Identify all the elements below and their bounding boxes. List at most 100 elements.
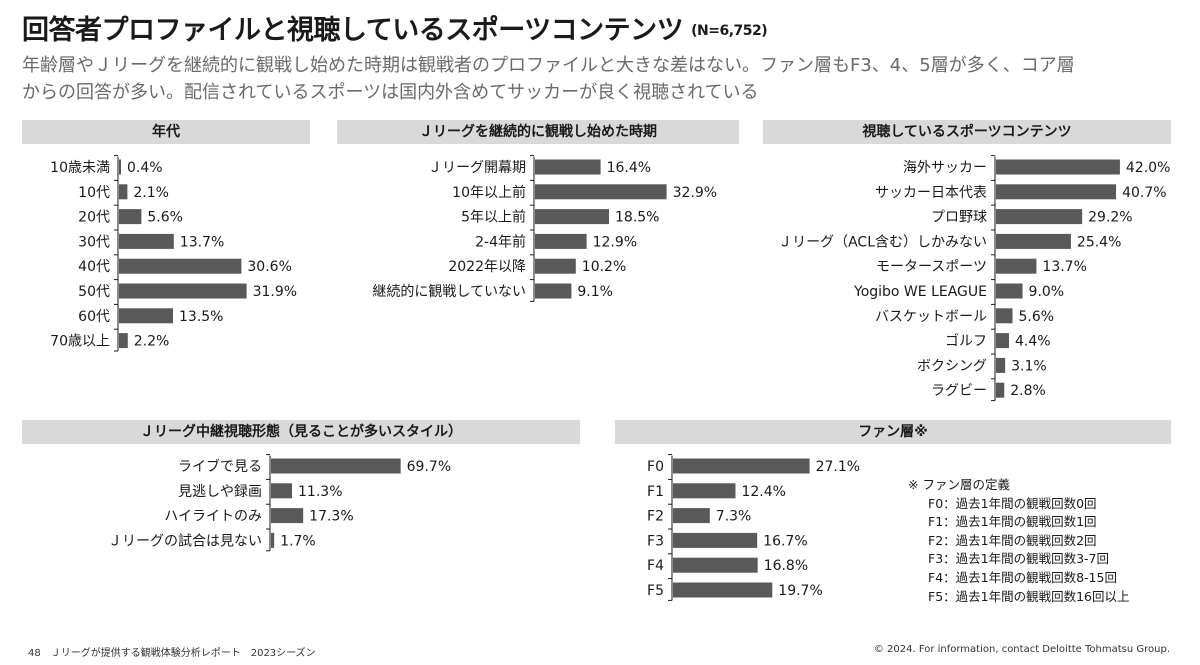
data-label: 42.0%	[1126, 160, 1170, 176]
category-label: サッカー日本代表	[875, 185, 987, 201]
category-label: F4	[647, 558, 664, 574]
category-label: 10年以上前	[452, 184, 526, 201]
data-label: 1.7%	[280, 533, 316, 549]
bar	[271, 532, 275, 548]
panel-header-sports: 視聴しているスポーツコンテンツ	[763, 120, 1171, 144]
category-label: F3	[647, 533, 664, 549]
data-label: 2.1%	[133, 185, 169, 201]
category-label: F0	[647, 459, 664, 475]
category-label: F1	[647, 484, 664, 500]
bar	[996, 258, 1037, 274]
category-label: 20代	[78, 210, 110, 226]
category-label: 10歳未満	[50, 160, 110, 176]
data-label: 18.5%	[615, 210, 659, 226]
bar	[996, 357, 1006, 373]
bar	[996, 233, 1071, 249]
category-label: 海外サッカー	[903, 160, 987, 176]
data-label: 16.8%	[764, 558, 808, 574]
data-label: 16.4%	[607, 160, 651, 176]
bar	[996, 159, 1120, 175]
fan-definition-item: F4：過去1年間の観戦回数8-15回	[928, 569, 1117, 585]
chart-sports: 海外サッカー 42.0% サッカー日本代表 40.7% プロ野球 29.2% Ｊリーグ（AC…	[778, 155, 1170, 402]
panel-header-style: Ｊリーグ中継視聴形態（見ることが多いスタイル）	[22, 420, 580, 444]
data-label: 4.4%	[1015, 334, 1051, 350]
category-label: 5年以上前	[461, 209, 526, 226]
data-label: 7.3%	[716, 509, 752, 525]
data-label: 13.7%	[1042, 259, 1086, 275]
bar	[535, 159, 601, 175]
data-label: 5.6%	[1019, 309, 1055, 325]
data-label: 9.1%	[577, 284, 613, 300]
bar	[996, 382, 1005, 398]
fan-definitions-heading: ※ ファン層の定義	[908, 477, 1010, 492]
category-label: ボクシング	[917, 358, 987, 374]
data-label: 16.7%	[763, 533, 807, 549]
fan-definition-item: F3：過去1年間の観戦回数3-7回	[928, 551, 1110, 567]
subtitle-line: 年齢層やＪリーグを継続的に観戦し始めた時期は観戦者のプロファイルと大きな差はない…	[22, 55, 1075, 76]
data-label: 31.9%	[253, 284, 297, 300]
chart-fan: F0 27.1% F1 12.4% F2 7.3% F3 16.7% F4 16.8% F5 19.7…	[647, 454, 860, 601]
sample-size: (N=6,752)	[691, 23, 768, 39]
category-label: 40代	[78, 259, 110, 275]
bar	[119, 308, 173, 324]
category-label: Ｊリーグ開幕期	[428, 160, 526, 176]
footer-copyright: © 2024. For information, contact Deloitt…	[873, 644, 1170, 655]
bar	[673, 508, 710, 524]
bar	[119, 184, 128, 200]
category-label: バスケットボール	[875, 309, 987, 325]
panel-header-age: 年代	[22, 120, 310, 144]
category-label: 2-4年前	[475, 233, 526, 250]
data-label: 5.6%	[147, 210, 183, 226]
data-label: 3.1%	[1011, 358, 1047, 374]
data-label: 19.7%	[778, 583, 822, 599]
category-label: 70歳以上	[50, 334, 110, 350]
bar	[535, 209, 609, 225]
category-label: Ｊリーグ（ACL含む）しかみない	[778, 234, 987, 250]
bar	[119, 258, 242, 274]
bar	[673, 557, 758, 573]
bar	[996, 184, 1117, 200]
data-label: 11.3%	[298, 484, 342, 500]
category-label: 見逃しや録画	[178, 484, 262, 500]
data-label: 27.1%	[816, 459, 860, 475]
bar	[996, 209, 1083, 225]
panel-header-start: Ｊリーグを継続的に観戦し始めた時期	[337, 120, 739, 144]
category-label: F2	[647, 509, 664, 525]
category-label: ラグビー	[931, 383, 987, 399]
bar	[119, 159, 121, 175]
page-subtitle: 年齢層やＪリーグを継続的に観戦し始めた時期は観戦者のプロファイルと大きな差はない…	[22, 52, 1182, 106]
data-label: 40.7%	[1122, 185, 1166, 201]
category-label: Yogibo WE LEAGUE	[853, 284, 987, 300]
panel-header-fan: ファン層※	[615, 420, 1171, 444]
bar	[119, 209, 142, 225]
category-label: 10代	[78, 185, 110, 201]
data-label: 13.7%	[180, 234, 224, 250]
bar	[673, 532, 758, 548]
bar	[673, 458, 810, 474]
data-label: 2.2%	[134, 334, 170, 350]
fan-definition-item: F1：過去1年間の観戦回数1回	[928, 514, 1097, 530]
category-label: ライブで見る	[178, 458, 262, 475]
fan-definition-item: F2：過去1年間の観戦回数2回	[928, 532, 1097, 548]
category-label: F5	[647, 583, 664, 599]
data-label: 12.9%	[593, 234, 637, 250]
bar	[535, 233, 587, 249]
fan-definition-item: F0：過去1年間の観戦回数0回	[928, 495, 1097, 511]
data-label: 32.9%	[673, 185, 717, 201]
bar	[996, 283, 1023, 299]
data-label: 0.4%	[127, 160, 163, 176]
bar	[535, 184, 667, 200]
category-label: プロ野球	[931, 210, 987, 226]
bar	[119, 233, 174, 249]
category-label: Ｊリーグの試合は見ない	[108, 533, 262, 549]
category-label: 継続的に観戦していない	[372, 283, 526, 300]
data-label: 29.2%	[1088, 210, 1132, 226]
bar	[996, 308, 1013, 324]
bar	[673, 582, 773, 598]
category-label: ハイライトのみ	[164, 509, 262, 525]
bar	[271, 458, 401, 474]
data-label: 69.7%	[407, 459, 451, 475]
chart-style: ライブで見る 69.7% 見逃しや録画 11.3% ハイライトのみ 17.3% Ｊリーグの試…	[108, 454, 451, 552]
data-label: 17.3%	[309, 509, 353, 525]
